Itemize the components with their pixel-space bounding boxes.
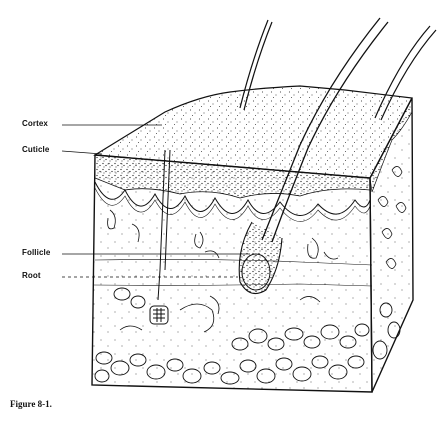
figure-caption: Figure 8-1. (10, 399, 52, 409)
hair-bulb (241, 253, 271, 291)
fat-cells (94, 287, 401, 385)
label-root: Root (22, 271, 41, 280)
label-follicle: Follicle (22, 248, 51, 257)
skin-surface-top (93, 85, 413, 179)
label-cortex: Cortex (22, 119, 48, 128)
leader-lines (61, 124, 250, 278)
hair-shaft-left (239, 19, 269, 109)
label-cuticle: Cuticle (22, 145, 50, 154)
hair-follicle (238, 221, 283, 295)
small-hair (157, 149, 166, 301)
nerve-coil (149, 305, 169, 325)
dermis-line (94, 259, 373, 266)
dermal-papillae-line (94, 181, 371, 216)
hair-shaft-main (261, 17, 381, 241)
hair-shaft-right (374, 25, 431, 119)
side-glands (377, 166, 407, 269)
dermis-line-2 (93, 283, 373, 287)
